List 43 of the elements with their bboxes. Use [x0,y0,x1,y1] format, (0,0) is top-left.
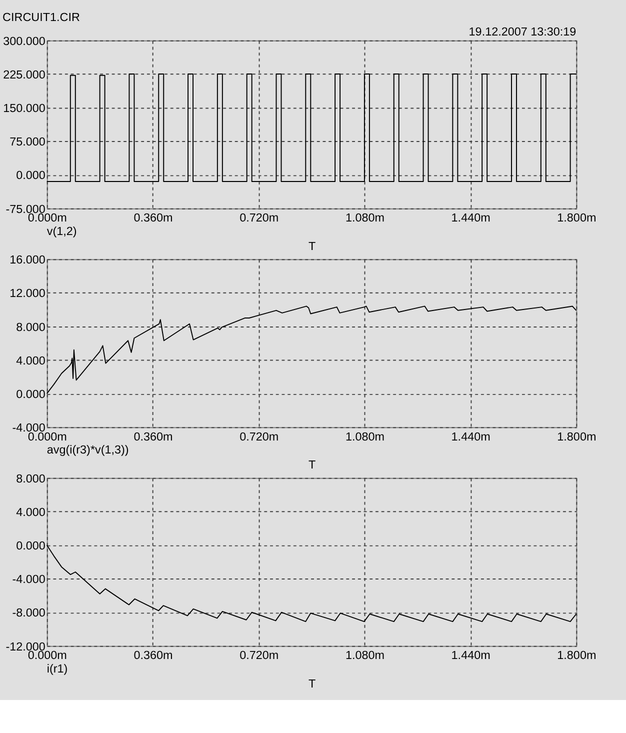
y-tick-label: 16.000 [10,254,46,267]
x-tick-label: 1.800m [557,649,596,662]
y-tick-label: 0.000 [16,169,46,182]
y-tick-label: 0.000 [16,388,46,401]
x-tick-label: 1.800m [557,430,596,444]
x-tick-label: 0.720m [240,649,279,662]
x-tick-label: 0.000m [28,212,67,225]
y-tick-label: 8.000 [16,320,46,334]
y-tick-label: 8.000 [16,472,46,486]
y-tick-label: 225.000 [3,68,46,82]
x-tick-label: 1.440m [451,649,490,662]
y-tick-label: 75.000 [10,136,46,149]
y-tick-label: 150.000 [3,102,46,116]
chart-title: CIRCUIT1.CIR [2,10,80,24]
x-tick-label: 0.000m [28,430,67,444]
x-tick-label: 0.720m [240,212,279,225]
y-tick-label: 0.000 [16,540,46,553]
x-tick-label: 1.440m [451,430,490,444]
x-tick-label: 1.800m [557,212,596,225]
line-series [46,544,577,622]
y-tick-label: 4.000 [16,506,46,519]
x-tick-label: 1.080m [345,212,384,225]
x-tick-label: 0.720m [240,430,279,444]
y-tick-label: -4.000 [12,573,46,586]
x-tick-label: 1.080m [345,430,384,444]
y-tick-label: 4.000 [16,354,46,368]
text: i(r1) [46,662,68,676]
x-axis-title: T [308,458,316,472]
text: 19.12.2007 13:30:19 [468,26,576,39]
x-tick-label: 1.080m [345,649,384,662]
line-series [46,306,577,394]
y-tick-label: -8.000 [12,606,46,620]
y-tick-label: 12.000 [10,287,46,300]
x-axis-title: T [308,677,316,690]
x-tick-label: 0.360m [134,430,173,444]
x-tick-label: 0.000m [28,649,67,662]
text: v(1,2) [46,224,77,238]
x-tick-label: 1.440m [451,212,490,225]
text: avg(i(r3)*v(1,3)) [46,444,129,457]
x-axis-title: T [308,240,316,253]
x-tick-label: 0.360m [134,649,173,662]
x-tick-label: 0.360m [134,212,173,225]
y-tick-label: 300.000 [3,34,46,48]
